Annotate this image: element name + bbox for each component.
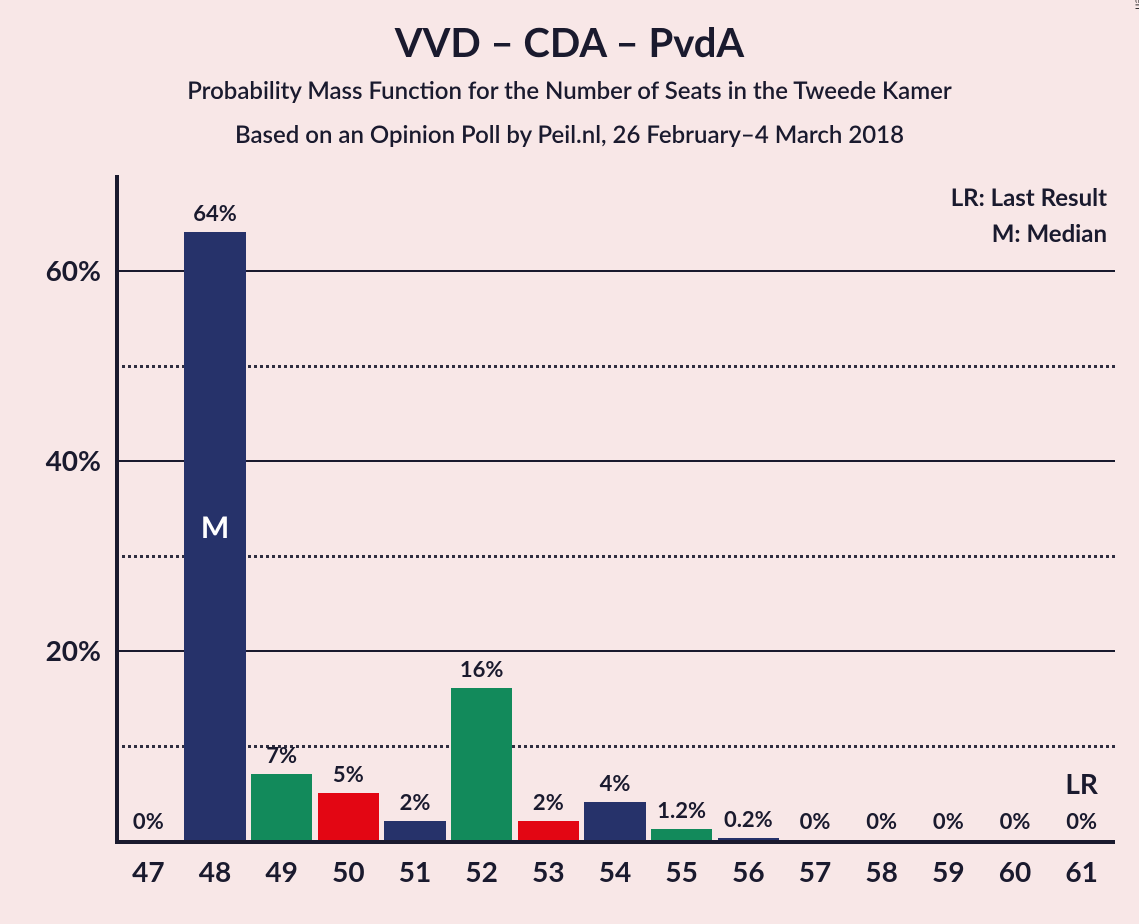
bar-value-label: 64% xyxy=(193,199,237,226)
bar xyxy=(518,821,579,840)
chart-container: VVD – CDA – PvdA Probability Mass Functi… xyxy=(0,0,1139,924)
x-tick-label: 57 xyxy=(799,854,831,888)
chart-subtitle-2: Based on an Opinion Poll by Peil.nl, 26 … xyxy=(0,120,1139,149)
y-tick-label: 20% xyxy=(46,633,101,667)
bar-value-label: 0.2% xyxy=(724,805,773,832)
bar xyxy=(318,793,379,841)
bar-value-label: 16% xyxy=(460,655,504,682)
legend-last-result: LR: Last Result xyxy=(951,183,1107,212)
x-tick-label: 61 xyxy=(1065,854,1097,888)
legend-median: M: Median xyxy=(992,219,1107,248)
bar xyxy=(451,688,512,840)
last-result-marker: LR xyxy=(1065,766,1098,800)
y-axis xyxy=(115,175,119,844)
bar-value-label: 0% xyxy=(133,807,164,834)
bar xyxy=(584,802,645,840)
x-tick-label: 54 xyxy=(599,854,631,888)
x-tick-label: 47 xyxy=(132,854,164,888)
copyright-text: © 2020 Filip van Laenen xyxy=(1133,0,1139,10)
gridline-major xyxy=(115,460,1115,462)
chart-title: VVD – CDA – PvdA xyxy=(0,18,1139,66)
gridline-minor xyxy=(115,555,1115,558)
x-tick-label: 50 xyxy=(332,854,364,888)
y-tick-label: 40% xyxy=(46,443,101,477)
bar-value-label: 4% xyxy=(600,769,631,796)
gridline-major xyxy=(115,270,1115,272)
x-tick-label: 55 xyxy=(665,854,697,888)
x-tick-label: 58 xyxy=(865,854,897,888)
gridline-minor xyxy=(115,365,1115,368)
x-tick-label: 51 xyxy=(399,854,431,888)
x-tick-label: 60 xyxy=(999,854,1031,888)
median-marker: M xyxy=(201,509,229,545)
x-tick-label: 49 xyxy=(265,854,297,888)
bar-value-label: 0% xyxy=(1000,807,1031,834)
bar-value-label: 0% xyxy=(933,807,964,834)
bar xyxy=(384,821,445,840)
gridline-major xyxy=(115,650,1115,652)
x-tick-label: 59 xyxy=(932,854,964,888)
bar-value-label: 0% xyxy=(800,807,831,834)
bar-value-label: 2% xyxy=(533,788,564,815)
chart-subtitle-1: Probability Mass Function for the Number… xyxy=(0,76,1139,105)
x-axis xyxy=(115,840,1115,844)
x-tick-label: 56 xyxy=(732,854,764,888)
x-tick-label: 48 xyxy=(199,854,231,888)
bar-value-label: 7% xyxy=(266,741,297,768)
x-tick-label: 53 xyxy=(532,854,564,888)
bar xyxy=(651,829,712,840)
bar-value-label: 5% xyxy=(333,760,364,787)
bar-value-label: 2% xyxy=(400,788,431,815)
plot-area: 20%40%60%0%4764%487%495%502%5116%522%534… xyxy=(115,175,1115,840)
y-tick-label: 60% xyxy=(46,253,101,287)
x-tick-label: 52 xyxy=(465,854,497,888)
bar xyxy=(251,774,312,841)
gridline-minor xyxy=(115,745,1115,748)
bar-value-label: 1.2% xyxy=(657,796,706,823)
bar-value-label: 0% xyxy=(866,807,897,834)
bar-value-label: 0% xyxy=(1066,807,1097,834)
